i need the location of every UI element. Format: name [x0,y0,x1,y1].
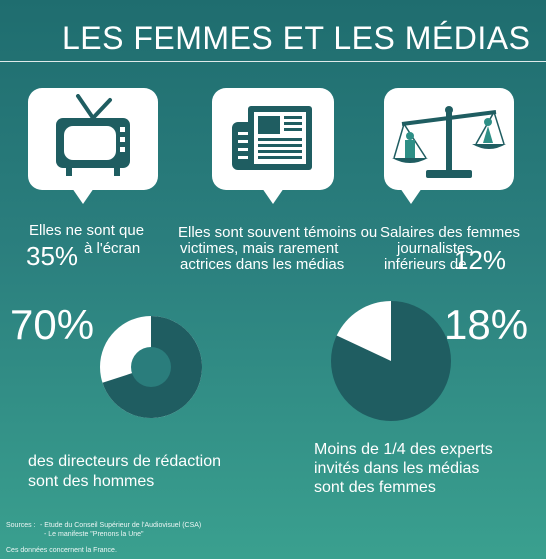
directors-donut-chart [100,316,203,418]
stat1-value: 70% [10,301,95,348]
scales-bubble-tail [400,188,422,204]
tv-icon [56,94,130,176]
stat2-line2: invités dans les médias [314,460,480,477]
tv-bubble-tail [72,188,94,204]
panel3-line3: inférieurs de [384,256,467,273]
footer-note: Ces données concernent la France. [6,547,117,554]
panel1-percent: 35% [26,241,79,271]
panel3-line1: Salaires des femmes [380,224,521,241]
stat1-line2: sont des hommes [28,473,155,490]
source-item-2: - Le manifeste "Prenons la Une" [44,531,144,538]
stat2-value: 18% [444,301,529,348]
panel2-line3: actrices dans les médias [180,256,345,273]
stat1-line1: des directeurs de rédaction [28,453,221,470]
panel2-line1: Elles sont souvent témoins ou [178,224,378,241]
panel1-text-line2: à l'écran [84,240,141,257]
pie-women-slice [336,301,391,361]
title-divider [0,61,546,62]
donut-hole [131,347,171,387]
newspaper-bubble-tail [262,188,284,204]
sources-label: Sources : [6,522,36,529]
newspaper-icon [232,106,312,170]
stat2-line1: Moins de 1/4 des experts [314,441,493,458]
experts-pie-chart [331,301,451,421]
panel3-line2: journalistes [397,240,473,257]
panel3-percent: 12% [454,245,507,275]
stat2-line3: sont des femmes [314,479,436,496]
source-item-1: - Etude du Conseil Supérieur de l'Audiov… [40,522,202,529]
scales-icon [392,106,506,178]
panel2-line2: victimes, mais rarement [180,240,339,257]
page-title: LES FEMMES ET LES MÉDIAS [62,20,531,56]
panel1-text-line1: Elles ne sont que [29,222,145,239]
